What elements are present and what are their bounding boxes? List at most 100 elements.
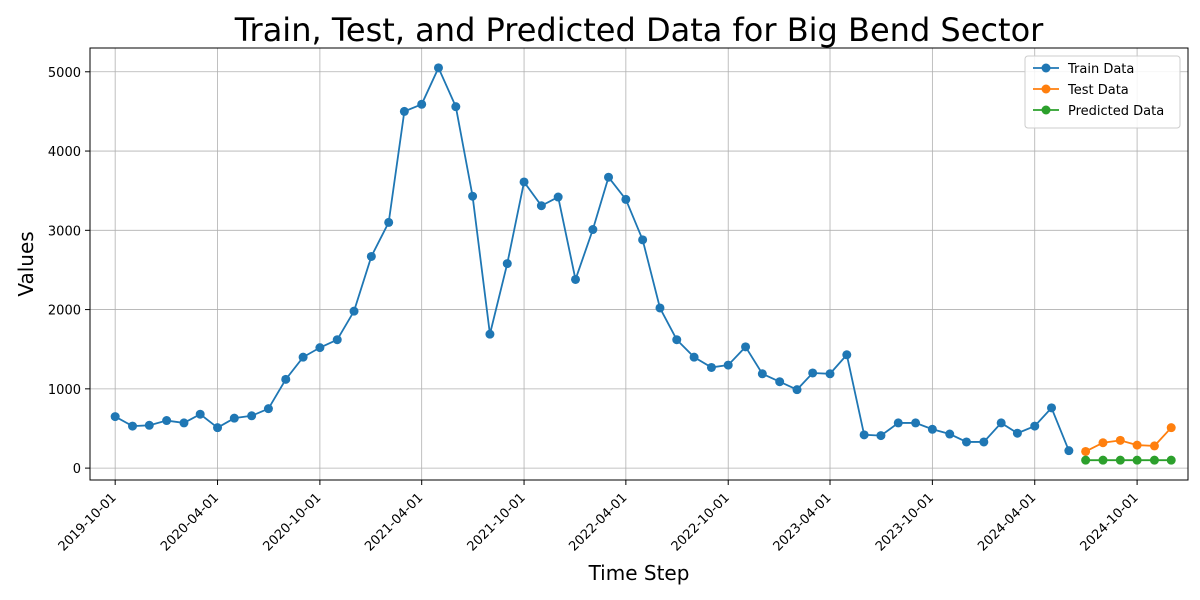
data-point	[757, 369, 767, 379]
series-test-data	[1081, 423, 1176, 456]
legend-marker	[1041, 84, 1051, 94]
data-point	[1047, 403, 1057, 413]
data-point	[485, 329, 495, 339]
x-tick-label: 2023-04-01	[771, 490, 835, 554]
data-point	[553, 192, 563, 202]
y-tick-label: 5000	[48, 66, 81, 81]
x-tick-label: 2023-10-01	[873, 490, 937, 554]
data-point	[1132, 455, 1142, 465]
data-point	[825, 369, 835, 379]
data-point	[1149, 441, 1159, 451]
chart-title: Train, Test, and Predicted Data for Big …	[234, 11, 1044, 49]
data-point	[775, 377, 785, 387]
legend-label: Test Data	[1067, 83, 1129, 98]
data-point	[979, 437, 989, 447]
data-point	[672, 335, 682, 345]
x-axis-ticks: 2019-10-01 2020-04-01 2020-10-01 2021-04-01…	[56, 480, 1142, 555]
data-point	[110, 412, 120, 422]
data-point	[996, 418, 1006, 428]
data-point	[792, 385, 802, 395]
data-point	[741, 342, 751, 352]
data-point	[655, 303, 665, 313]
y-tick-label: 0	[73, 462, 81, 477]
data-point	[536, 201, 546, 211]
data-point	[433, 63, 443, 73]
x-tick-label: 2019-10-01	[56, 490, 120, 554]
data-point	[213, 423, 223, 433]
data-point	[808, 368, 818, 378]
data-point	[1166, 423, 1176, 433]
x-tick-label: 2024-04-01	[975, 490, 1039, 554]
data-point	[162, 416, 172, 426]
x-tick-label: 2020-04-01	[158, 490, 222, 554]
legend-marker	[1041, 63, 1051, 73]
data-point	[961, 437, 971, 447]
legend-label: Predicted Data	[1068, 104, 1164, 119]
data-point	[128, 421, 138, 431]
data-point	[706, 362, 716, 372]
series-layer	[110, 63, 1176, 465]
data-point	[571, 274, 581, 284]
data-point	[588, 225, 598, 235]
data-point	[604, 172, 614, 182]
data-point	[468, 191, 478, 201]
data-point	[638, 235, 648, 245]
data-point	[1030, 421, 1040, 431]
data-point	[263, 404, 273, 414]
data-point	[195, 409, 205, 419]
legend: Train Data Test Data Predicted Data	[1024, 55, 1181, 129]
data-point	[144, 420, 154, 430]
plot-area-frame	[89, 47, 1189, 481]
legend-item: Test Data	[1033, 83, 1129, 98]
data-point	[1064, 446, 1074, 456]
y-tick-label: 2000	[48, 304, 81, 319]
data-point	[723, 360, 733, 370]
data-point	[1081, 446, 1091, 456]
data-point	[502, 259, 512, 269]
data-point	[417, 99, 427, 109]
x-tick-label: 2021-04-01	[362, 490, 426, 554]
data-point	[621, 194, 631, 204]
data-point	[1098, 455, 1108, 465]
data-point	[366, 251, 376, 261]
legend-marker	[1041, 105, 1051, 115]
data-point	[1012, 428, 1022, 438]
data-point	[384, 217, 394, 227]
data-point	[399, 106, 409, 116]
data-point	[689, 352, 699, 362]
x-tick-label: 2021-10-01	[465, 490, 529, 554]
series-predicted-data	[1081, 455, 1176, 465]
data-point	[1132, 440, 1142, 450]
data-point	[1149, 455, 1159, 465]
data-point	[1115, 435, 1125, 445]
data-point	[298, 352, 308, 362]
series-line	[114, 65, 1070, 452]
data-point	[945, 429, 955, 439]
data-point	[893, 418, 903, 428]
legend-item: Train Data	[1033, 62, 1134, 77]
data-point	[247, 411, 257, 421]
data-point	[315, 343, 325, 353]
data-point	[179, 418, 189, 428]
data-point	[911, 418, 921, 428]
series-train-data	[110, 63, 1074, 456]
legend-box	[1024, 55, 1181, 129]
legend-label: Train Data	[1067, 62, 1134, 77]
data-point	[1115, 455, 1125, 465]
y-axis-ticks: 0 1000 2000 3000 4000 5000	[48, 66, 90, 477]
data-point	[281, 374, 291, 384]
data-point	[229, 413, 239, 423]
data-point	[332, 335, 342, 345]
data-point	[927, 424, 937, 434]
x-tick-label: 2020-10-01	[260, 490, 324, 554]
data-point	[859, 430, 869, 440]
data-point	[842, 350, 852, 360]
data-point	[1081, 455, 1091, 465]
data-point	[349, 306, 359, 316]
data-point	[876, 431, 886, 441]
y-tick-label: 4000	[48, 145, 81, 160]
legend-item: Predicted Data	[1033, 104, 1164, 119]
x-tick-label: 2022-04-01	[566, 490, 630, 554]
y-tick-label: 1000	[48, 383, 81, 398]
